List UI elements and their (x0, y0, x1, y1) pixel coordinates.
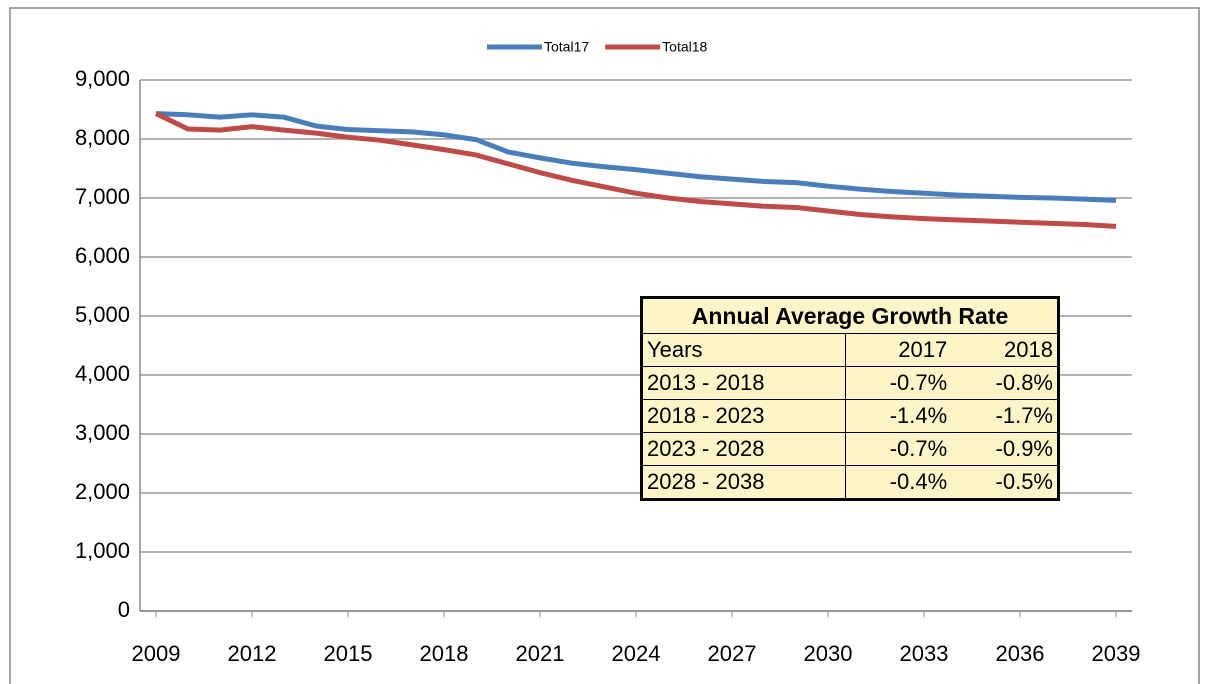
y-tick-label: 8,000 (75, 125, 130, 150)
table-cell: -0.7% (845, 432, 952, 466)
table-title: Annual Average Growth Rate (641, 297, 1059, 334)
x-tick-label: 2012 (228, 641, 277, 666)
x-tick-label: 2039 (1092, 641, 1141, 666)
y-tick-label: 7,000 (75, 184, 130, 209)
legend-label: Total18 (662, 39, 707, 55)
line-series (155, 111, 1117, 203)
table-cell: -0.9% (951, 432, 1059, 466)
x-tick-label: 2030 (804, 641, 853, 666)
y-tick-label: 1,000 (75, 538, 130, 563)
table-cell: -1.4% (845, 399, 952, 433)
x-tick-label: 2036 (996, 641, 1045, 666)
table-cell: -0.7% (845, 366, 952, 400)
table-cell: Years (640, 333, 847, 367)
table-cell: 2018 - 2023 (640, 399, 847, 433)
x-tick-label: 2027 (708, 641, 757, 666)
y-tick-label: 5,000 (75, 302, 130, 327)
y-tick-label: 3,000 (75, 420, 130, 445)
x-tick-label: 2024 (612, 641, 661, 666)
table-cell: -0.5% (951, 465, 1059, 500)
y-tick-label: 0 (118, 597, 130, 622)
x-tick-label: 2009 (132, 641, 181, 666)
legend-label: Total17 (544, 39, 589, 55)
growth-table: Annual Average Growth Rate Years 2017 2018… (640, 296, 1060, 501)
y-tick-label: 4,000 (75, 361, 130, 386)
table-cell: 2013 - 2018 (640, 366, 847, 400)
x-tick-label: 2015 (324, 641, 373, 666)
x-tick-label: 2033 (900, 641, 949, 666)
table-cell: -0.4% (845, 465, 952, 500)
line-series (154, 111, 1117, 229)
y-tick-label: 9,000 (75, 66, 130, 91)
table-cell: 2028 - 2038 (640, 465, 847, 500)
x-tick-label: 2018 (420, 641, 469, 666)
y-tick-label: 2,000 (75, 479, 130, 504)
table-cell: 2017 (845, 333, 952, 367)
chart-frame (9, 7, 1200, 684)
table-cell: 2023 - 2028 (640, 432, 847, 466)
y-tick-label: 6,000 (75, 243, 130, 268)
x-tick-label: 2021 (516, 641, 565, 666)
table-cell: -0.8% (951, 366, 1059, 400)
table-cell: 2018 (951, 333, 1059, 367)
table-cell: -1.7% (951, 399, 1059, 433)
